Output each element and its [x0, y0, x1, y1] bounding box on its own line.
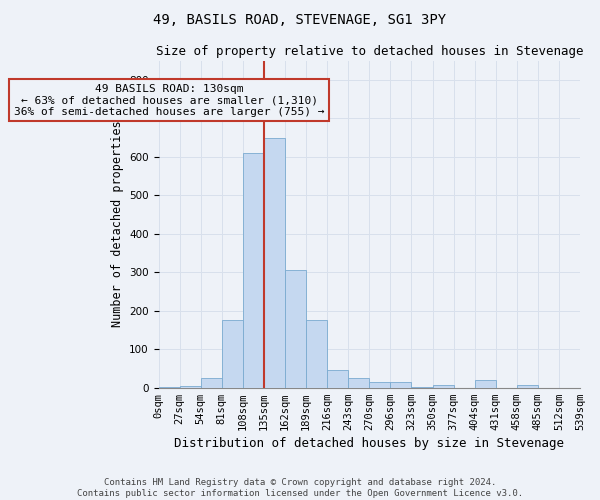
Bar [222, 320, 243, 388]
Bar [370, 382, 391, 388]
Bar [264, 138, 285, 388]
Bar [412, 387, 433, 388]
Bar [201, 378, 222, 388]
X-axis label: Distribution of detached houses by size in Stevenage: Distribution of detached houses by size … [175, 437, 565, 450]
Bar [243, 153, 264, 388]
Text: 49 BASILS ROAD: 130sqm
← 63% of detached houses are smaller (1,310)
36% of semi-: 49 BASILS ROAD: 130sqm ← 63% of detached… [14, 84, 325, 117]
Y-axis label: Number of detached properties: Number of detached properties [111, 121, 124, 328]
Text: 49, BASILS ROAD, STEVENAGE, SG1 3PY: 49, BASILS ROAD, STEVENAGE, SG1 3PY [154, 12, 446, 26]
Bar [327, 370, 348, 388]
Bar [306, 320, 327, 388]
Bar [348, 378, 370, 388]
Text: Contains HM Land Registry data © Crown copyright and database right 2024.
Contai: Contains HM Land Registry data © Crown c… [77, 478, 523, 498]
Bar [517, 384, 538, 388]
Bar [433, 384, 454, 388]
Bar [391, 382, 412, 388]
Bar [475, 380, 496, 388]
Bar [179, 386, 201, 388]
Bar [285, 270, 306, 388]
Bar [158, 387, 179, 388]
Title: Size of property relative to detached houses in Stevenage: Size of property relative to detached ho… [155, 45, 583, 58]
